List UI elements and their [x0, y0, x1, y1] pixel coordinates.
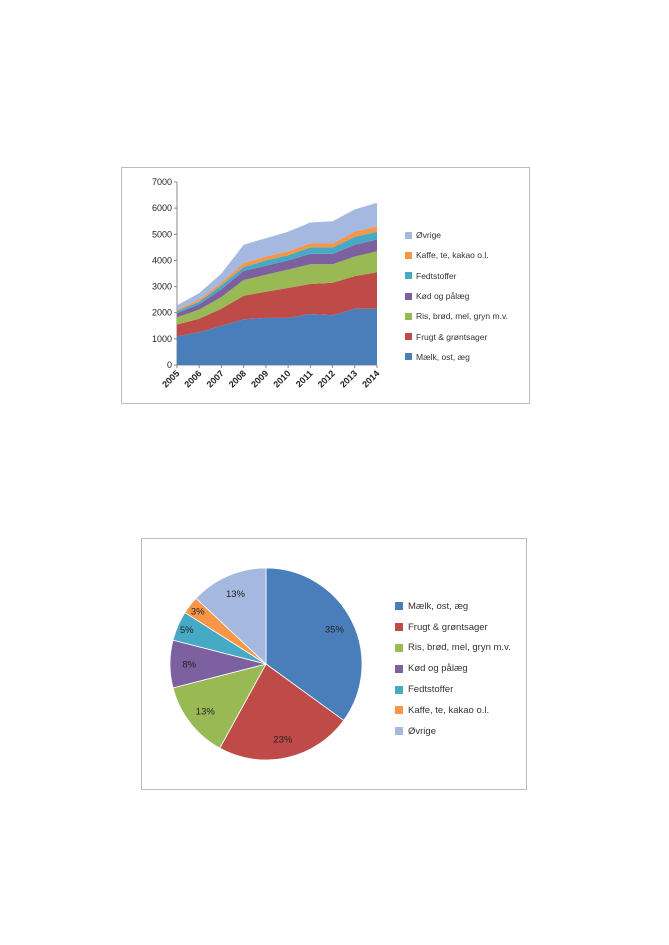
legend-swatch [405, 333, 412, 341]
x-tick-label: 2014 [360, 368, 381, 389]
legend-label: Kaffe, te, kakao o.l. [408, 704, 490, 716]
x-tick-label: 2005 [160, 368, 181, 389]
pie-chart: 35% 23% 13% 8% 5% 3% 13% Mælk, ost, æg Frugt & … [141, 538, 527, 790]
legend-label: Kød og pålæg [416, 291, 470, 302]
pie-slice-label: 35% [325, 625, 345, 636]
area-series-4 [177, 231, 377, 314]
legend-swatch [395, 727, 403, 736]
x-tick-label: 2010 [271, 368, 292, 389]
x-tick-label: 2011 [294, 368, 315, 389]
legend-item: Øvrige [395, 721, 511, 742]
legend-swatch [395, 706, 403, 715]
legend-item: Mælk, ost, æg [405, 347, 508, 367]
y-tick-label: 3000 [152, 282, 172, 292]
pie-slice-2 [172, 663, 267, 749]
legend-label: Mælk, ost, æg [416, 351, 470, 362]
area-series-0 [177, 308, 377, 365]
legend-swatch [395, 623, 403, 632]
area-series-3 [177, 239, 377, 318]
x-tick-label: 2006 [182, 368, 203, 389]
y-tick-label: 1000 [152, 334, 172, 344]
legend-label: Kaffe, te, kakao o.l. [416, 250, 489, 261]
area-series-6 [177, 202, 377, 310]
area-series-5 [177, 226, 377, 312]
pie-slice-label: 23% [273, 735, 293, 746]
legend-item: Kaffe, te, kakao o.l. [395, 700, 511, 721]
pie-chart-plot: 35% 23% 13% 8% 5% 3% 13% [169, 567, 363, 761]
x-tick-label: 2009 [249, 368, 270, 389]
legend-swatch [405, 251, 412, 259]
legend-label: Frugt & grøntsager [408, 621, 488, 633]
legend-label: Kød og pålæg [408, 663, 468, 675]
y-tick-label: 2000 [152, 308, 172, 318]
pie-chart-legend: Mælk, ost, æg Frugt & grøntsager Ris, brød… [395, 596, 511, 742]
legend-label: Ris, brød, mel, gryn m.v. [416, 311, 508, 322]
pie-slice-1 [219, 663, 345, 761]
pie-slice-6 [195, 567, 267, 665]
x-tick-label: 2007 [205, 368, 226, 389]
legend-label: Øvrige [408, 725, 436, 737]
legend-swatch [405, 353, 412, 361]
legend-item: Frugt & grøntsager [395, 617, 511, 638]
area-chart-legend: Øvrige Kaffe, te, kakao o.l. Fedtstoffer Kø… [405, 225, 508, 367]
legend-swatch [405, 312, 412, 320]
pie-slice-label: 5% [180, 625, 194, 636]
x-tick-label: 2008 [227, 368, 248, 389]
y-tick-label: 6000 [152, 203, 172, 213]
area-series-2 [177, 251, 377, 325]
legend-swatch [395, 602, 403, 611]
pie-slice-label: 3% [191, 607, 205, 618]
x-tick-label: 2013 [338, 368, 359, 389]
legend-swatch [405, 292, 412, 300]
legend-item: Kaffe, te, kakao o.l. [405, 245, 508, 265]
legend-item: Ris, brød, mel, gryn m.v. [395, 638, 511, 659]
legend-item: Øvrige [405, 225, 508, 245]
pie-slice-label: 13% [196, 707, 216, 718]
legend-item: Kød og pålæg [395, 658, 511, 679]
legend-swatch [405, 272, 412, 280]
y-tick-label: 0 [167, 360, 172, 370]
legend-swatch [395, 685, 403, 694]
legend-item: Kød og pålæg [405, 286, 508, 306]
pie-slice-0 [265, 567, 363, 721]
pie-slice-label: 8% [182, 660, 196, 671]
y-tick-label: 4000 [152, 255, 172, 265]
legend-item: Fedtstoffer [395, 679, 511, 700]
legend-item: Fedtstoffer [405, 266, 508, 286]
y-tick-label: 7000 [152, 177, 172, 187]
legend-label: Mælk, ost, æg [408, 600, 469, 612]
legend-item: Frugt & grøntsager [405, 326, 508, 346]
y-tick-label: 5000 [152, 229, 172, 239]
legend-label: Fedtstoffer [408, 684, 454, 696]
pie-slice-label: 13% [226, 589, 246, 600]
legend-label: Frugt & grøntsager [416, 331, 488, 342]
legend-item: Mælk, ost, æg [395, 596, 511, 617]
legend-swatch [405, 231, 412, 239]
area-series-1 [177, 272, 377, 337]
legend-label: Ris, brød, mel, gryn m.v. [408, 642, 511, 654]
legend-swatch [395, 664, 403, 673]
stacked-area-chart: 0 1000 2000 3000 4000 5000 6000 7000 2005 2006 200… [121, 167, 530, 404]
legend-item: Ris, brød, mel, gryn m.v. [405, 306, 508, 326]
legend-label: Øvrige [416, 230, 442, 241]
legend-label: Fedtstoffer [416, 270, 457, 281]
legend-swatch [395, 643, 403, 652]
x-tick-label: 2012 [316, 368, 337, 389]
